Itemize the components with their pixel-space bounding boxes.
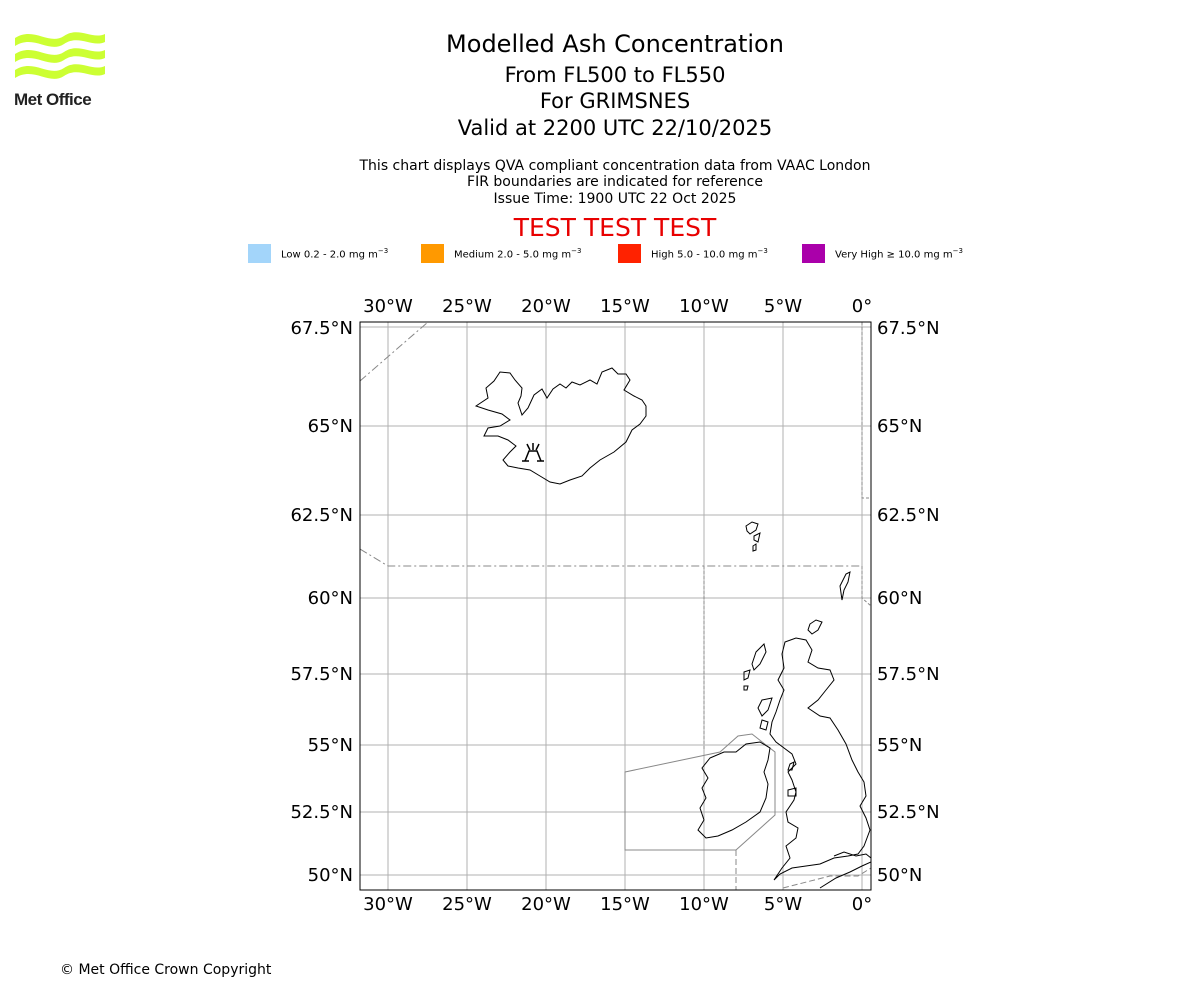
legend-item-high: High 5.0 - 10.0 mg m−3 bbox=[618, 244, 768, 263]
lat-label-right-57-5n: 57.5°N bbox=[877, 664, 940, 685]
fir-boundaries bbox=[360, 322, 871, 890]
volcano-cone bbox=[524, 450, 542, 462]
lat-label-left-55n: 55°N bbox=[308, 735, 353, 756]
legend-label-medium: Medium 2.0 - 5.0 mg m−3 bbox=[454, 246, 582, 261]
level-range: From FL500 to FL550 bbox=[504, 63, 726, 87]
map-frame bbox=[359, 321, 872, 891]
lat-label-left-60n: 60°N bbox=[308, 588, 353, 609]
lat-label-left-62-5n: 62.5°N bbox=[290, 505, 353, 526]
legend-swatch-medium bbox=[421, 244, 444, 263]
legend-label-very-high: Very High ≥ 10.0 mg m−3 bbox=[835, 246, 963, 261]
volcano-plume-left bbox=[526, 443, 531, 451]
hebrides-small-1 bbox=[743, 669, 751, 681]
mull bbox=[757, 697, 773, 717]
info-line-1: This chart displays QVA compliant concen… bbox=[359, 158, 871, 174]
legend-swatch-very-high bbox=[802, 244, 825, 263]
lon-label-top-0: 0° bbox=[852, 296, 872, 317]
lon-labels-bottom: 30°W 25°W 20°W 15°W 10°W 5°W 0° bbox=[363, 894, 872, 915]
france-coast bbox=[819, 861, 871, 889]
lat-label-right-65n: 65°N bbox=[877, 416, 922, 437]
fir-boundary-greenland bbox=[360, 322, 429, 382]
faroe-islands-2 bbox=[753, 532, 761, 543]
lat-labels-left: 67.5°N 65°N 62.5°N 60°N 57.5°N 55°N 52.5… bbox=[290, 318, 353, 886]
legend-item-very-high: Very High ≥ 10.0 mg m−3 bbox=[802, 244, 963, 263]
lon-label-bottom-15w: 15°W bbox=[600, 894, 650, 915]
lon-label-bottom-10w: 10°W bbox=[679, 894, 729, 915]
isle-of-man bbox=[787, 761, 795, 771]
lon-label-bottom-30w: 30°W bbox=[363, 894, 413, 915]
legend-item-low: Low 0.2 - 2.0 mg m−3 bbox=[248, 244, 388, 263]
fir-boundary-scottish-east bbox=[861, 566, 871, 607]
info-line-2: FIR boundaries are indicated for referen… bbox=[467, 174, 763, 190]
volcano-plume-right bbox=[535, 443, 540, 451]
volcano-name: For GRIMSNES bbox=[539, 89, 691, 113]
valid-time: Valid at 2200 UTC 22/10/2025 bbox=[457, 116, 773, 140]
lon-labels-top: 30°W 25°W 20°W 15°W 10°W 5°W 0° bbox=[363, 296, 872, 317]
lon-label-bottom-0: 0° bbox=[852, 894, 872, 915]
lon-label-top-20w: 20°W bbox=[521, 296, 571, 317]
lat-label-right-60n: 60°N bbox=[877, 588, 922, 609]
orkney bbox=[807, 619, 823, 635]
legend-item-medium: Medium 2.0 - 5.0 mg m−3 bbox=[421, 244, 581, 263]
logo-text: Met Office bbox=[14, 90, 92, 109]
copyright-notice: © Met Office Crown Copyright bbox=[60, 962, 272, 978]
fir-boundary-shannon bbox=[624, 733, 776, 851]
lat-label-right-52-5n: 52.5°N bbox=[877, 802, 940, 823]
coastlines bbox=[474, 367, 871, 889]
iceland-coast bbox=[474, 367, 647, 485]
hebrides-small-2 bbox=[743, 685, 749, 691]
lat-label-right-50n: 50°N bbox=[877, 865, 922, 886]
lat-label-left-57-5n: 57.5°N bbox=[290, 664, 353, 685]
lon-label-top-25w: 25°W bbox=[442, 296, 492, 317]
test-banner: TEST TEST TEST bbox=[513, 213, 717, 242]
lon-label-top-5w: 5°W bbox=[764, 296, 802, 317]
outer-hebrides bbox=[751, 643, 767, 671]
map-background bbox=[360, 322, 871, 890]
fir-boundary-channel bbox=[782, 867, 871, 889]
lat-label-right-62-5n: 62.5°N bbox=[877, 505, 940, 526]
islay bbox=[759, 719, 769, 731]
lon-label-top-10w: 10°W bbox=[679, 296, 729, 317]
lon-label-top-15w: 15°W bbox=[600, 296, 650, 317]
lat-label-right-67-5n: 67.5°N bbox=[877, 318, 940, 339]
lon-label-bottom-20w: 20°W bbox=[521, 894, 571, 915]
lon-label-bottom-5w: 5°W bbox=[764, 894, 802, 915]
lat-labels-right: 67.5°N 65°N 62.5°N 60°N 57.5°N 55°N 52.5… bbox=[877, 318, 940, 886]
volcano-icon bbox=[522, 443, 544, 462]
shetland bbox=[839, 571, 851, 601]
lon-label-bottom-25w: 25°W bbox=[442, 894, 492, 915]
anglesey bbox=[787, 787, 797, 797]
lat-label-left-67-5n: 67.5°N bbox=[290, 318, 353, 339]
chart-title: Modelled Ash Concentration bbox=[446, 30, 784, 58]
lat-label-left-52-5n: 52.5°N bbox=[290, 802, 353, 823]
met-office-logo: Met Office bbox=[14, 30, 106, 112]
lon-label-top-30w: 30°W bbox=[363, 296, 413, 317]
lat-label-left-50n: 50°N bbox=[308, 865, 353, 886]
ireland-coast bbox=[697, 741, 771, 839]
lat-label-right-55n: 55°N bbox=[877, 735, 922, 756]
legend-label-low: Low 0.2 - 2.0 mg m−3 bbox=[281, 246, 389, 261]
faroe-islands-1 bbox=[745, 521, 759, 535]
great-britain-coast bbox=[769, 637, 871, 881]
met-office-wave-icon bbox=[15, 32, 105, 79]
faroe-islands-3 bbox=[752, 543, 757, 552]
issue-time: Issue Time: 1900 UTC 22 Oct 2025 bbox=[493, 191, 737, 207]
isle-of-wight-area bbox=[833, 851, 871, 859]
legend-swatch-low bbox=[248, 244, 271, 263]
legend-label-high: High 5.0 - 10.0 mg m−3 bbox=[651, 246, 768, 261]
fir-boundary-east bbox=[861, 322, 871, 499]
lat-label-left-65n: 65°N bbox=[308, 416, 353, 437]
legend-swatch-high bbox=[618, 244, 641, 263]
